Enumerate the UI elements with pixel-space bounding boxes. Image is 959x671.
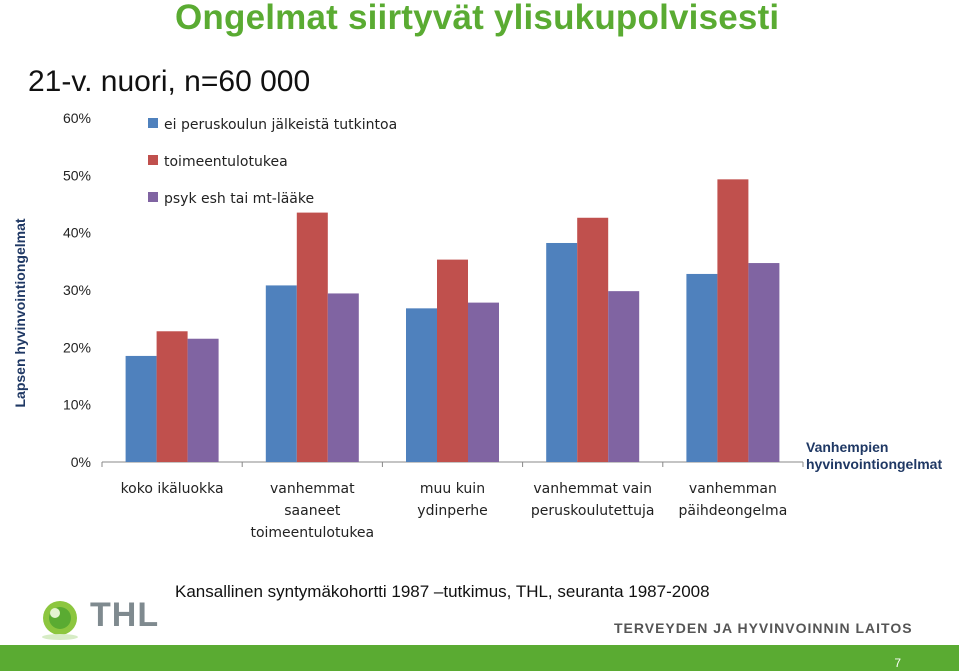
category-label: vanhemmat vain [533, 481, 652, 497]
bar-1-5 [686, 273, 718, 462]
bar-1-3 [406, 308, 437, 462]
y-tick-label: 30% [63, 282, 91, 298]
legend-label: psyk esh tai mt-lääke [164, 191, 314, 207]
bar-1-4 [546, 242, 578, 462]
category-label: toimeentulotukea [250, 525, 374, 541]
chart-subtitle: 21-v. nuori, n=60 000 [28, 65, 311, 98]
y-tick-label: 50% [63, 167, 91, 183]
legend-label: toimeentulotukea [164, 154, 288, 170]
bar-2-1 [156, 331, 188, 462]
category-label: päihdeongelma [679, 503, 788, 519]
category-label: muu kuin [420, 481, 485, 497]
legend-swatch [148, 118, 158, 128]
bar-chart: 0% 10% 20% 30% 40% 50% 60% koko ikäluokka vanhe… [63, 110, 942, 541]
category-label: ydinperhe [417, 503, 487, 519]
category-label: vanhemmat [270, 481, 355, 497]
y-tick-label: 20% [63, 339, 91, 355]
legend-swatch [148, 155, 158, 165]
category-label: vanhemman [689, 481, 777, 497]
category-label: peruskoulutettuja [531, 503, 655, 519]
y-tick-label: 60% [63, 110, 91, 126]
bar-2-3 [437, 259, 468, 462]
thl-logo-icon [42, 601, 78, 640]
thl-logo-text: THL [90, 596, 160, 634]
bar-3-5 [748, 263, 780, 462]
page-number: 7 [894, 656, 901, 670]
x-axis-note-line2: hyvinvointiongelmat [806, 456, 942, 472]
bar-2-5 [717, 179, 749, 462]
bar-3-3 [468, 302, 499, 462]
bar-3-2 [327, 293, 359, 462]
organization-name: TERVEYDEN JA HYVINVOINNIN LAITOS [614, 620, 913, 636]
legend-label: ei peruskoulun jälkeistä tutkintoa [164, 117, 397, 133]
page-title: Ongelmat siirtyvät ylisukupolvisesti [175, 0, 780, 37]
bar-1-1 [125, 355, 157, 462]
legend-swatch [148, 192, 158, 202]
y-tick-label: 40% [63, 225, 91, 241]
bar-3-4 [608, 291, 640, 462]
bar-2-4 [577, 217, 609, 462]
bar-3-1 [187, 338, 219, 462]
category-label: koko ikäluokka [121, 481, 224, 497]
bar-2-2 [296, 212, 328, 462]
category-label: saaneet [284, 503, 341, 519]
x-axis-note-line1: Vanhempien [806, 439, 888, 455]
bar-1-2 [265, 285, 297, 462]
footer-bar: 7 [0, 645, 959, 671]
y-tick-label: 0% [71, 454, 91, 470]
source-citation: Kansallinen syntymäkohortti 1987 –tutkim… [175, 582, 710, 601]
y-tick-label: 10% [63, 397, 91, 413]
